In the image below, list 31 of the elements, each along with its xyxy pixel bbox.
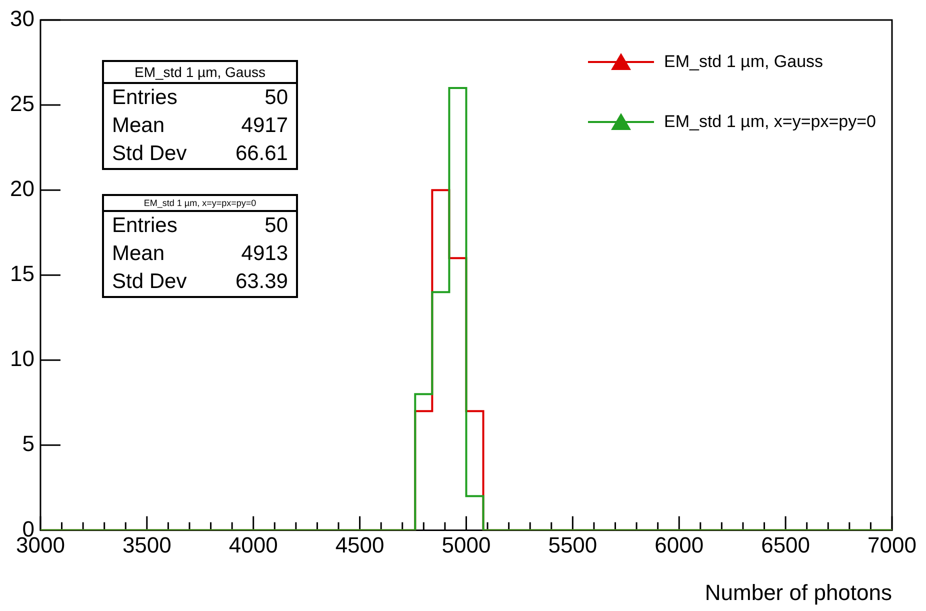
annotation: Entries [112,213,178,239]
y-tick-label: 10 [10,346,34,372]
x-tick-label: 4500 [335,532,384,558]
x-tick-label: 6000 [654,532,704,558]
x-tick-label: 5000 [442,532,491,558]
annotation: 50 [264,85,288,111]
y-tick-label: 20 [10,176,34,202]
annotation: 66.61 [235,141,288,167]
annotation: Mean [112,241,165,267]
y-tick-label: 30 [10,6,34,32]
y-tick-label: 5 [22,431,34,456]
annotation: 4917 [241,113,288,139]
x-tick-label: 6500 [761,532,810,558]
x-tick-label: 5500 [548,532,598,558]
x-tick-label: 4000 [228,532,278,558]
annotation: EM_std 1 µm, x=y=px=py=0 [104,196,296,212]
legend-label: EM_std 1 µm, Gauss [664,52,824,72]
legend-label: EM_std 1 µm, x=y=px=py=0 [664,112,876,132]
annotation: Std Dev [112,141,187,167]
x-axis-title: Number of photons [704,580,892,605]
annotation: EM_std 1 µm, Gauss [104,62,296,84]
x-tick-label: 3500 [122,532,172,558]
annotation: Std Dev [112,269,187,295]
annotation: Mean [112,113,165,139]
y-tick-label: 15 [10,261,34,286]
y-tick-label: 25 [10,91,34,116]
annotation: 50 [264,213,288,239]
x-tick-label: 7000 [868,532,916,558]
annotation: 63.39 [235,269,288,295]
annotation: Entries [112,85,178,111]
annotation: 4913 [241,241,288,267]
